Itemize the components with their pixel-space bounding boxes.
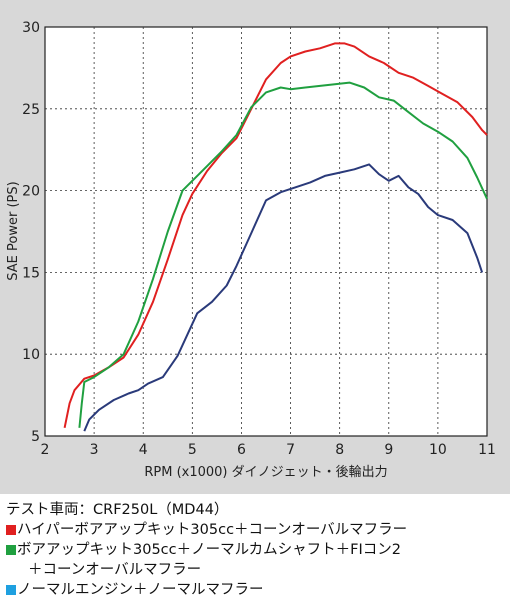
legend-item-green: ボアアップキット305cc＋ノーマルカムシャフト＋FIコン2	[6, 540, 506, 560]
y-tick-label: 20	[22, 184, 40, 200]
legend-item-blue: ノーマルエンジン＋ノーマルマフラー	[6, 580, 506, 600]
y-tick-label: 5	[31, 429, 40, 445]
tick-labels: 2 3 4 5 6 7 8 9 10 11 5 10 15 20 25 30	[22, 20, 496, 458]
x-tick-label: 7	[286, 442, 295, 458]
x-tick-label: 11	[478, 442, 496, 458]
y-axis-label: SAE Power (PS)	[6, 181, 21, 280]
blue-swatch	[6, 585, 16, 595]
red-swatch	[6, 525, 16, 535]
y-tick-label: 25	[22, 102, 40, 118]
legend-item-red: ハイパーボアアップキット305cc＋コーンオーバルマフラー	[6, 520, 506, 540]
legend-text: ノーマルエンジン＋ノーマルマフラー	[17, 582, 264, 598]
x-tick-label: 8	[335, 442, 344, 458]
x-tick-label: 2	[41, 442, 50, 458]
y-tick-label: 15	[22, 265, 40, 281]
plot-area	[44, 26, 488, 437]
x-tick-label: 5	[188, 442, 197, 458]
chart-panel: 2 3 4 5 6 7 8 9 10 11 5 10 15 20 25 30 RPM (x1000) ダイノジ…	[0, 0, 510, 494]
series-layer	[63, 42, 488, 432]
x-axis-label: RPM (x1000) ダイノジェット・後輪出力	[144, 464, 387, 480]
blue-series-line	[83, 163, 484, 432]
y-tick-label: 30	[22, 20, 40, 36]
legend-text: ボアアップキット305cc＋ノーマルカムシャフト＋FIコン2	[17, 542, 402, 558]
green-series-line	[78, 81, 488, 428]
x-tick-label: 9	[384, 442, 393, 458]
test-vehicle-label: テスト車両：CRF250L（MD44）	[6, 502, 229, 518]
x-tick-label: 10	[429, 442, 447, 458]
power-chart: 2 3 4 5 6 7 8 9 10 11 5 10 15 20 25 30 RPM (x1000) ダイノジ…	[6, 20, 496, 480]
red-series-line	[63, 42, 488, 428]
y-tick-label: 10	[22, 347, 40, 363]
caption-box: テスト車両：CRF250L（MD44） ハイパーボアアップキット305cc＋コー…	[6, 500, 506, 600]
green-swatch	[6, 545, 16, 555]
legend-text: ＋コーンオーバルマフラー	[28, 562, 202, 578]
legend-item-green-cont: ＋コーンオーバルマフラー	[6, 560, 506, 580]
x-tick-label: 6	[237, 442, 246, 458]
grid-lines	[45, 27, 487, 436]
x-tick-label: 4	[139, 442, 148, 458]
legend-text: ハイパーボアアップキット305cc＋コーンオーバルマフラー	[17, 522, 408, 538]
x-tick-label: 3	[90, 442, 99, 458]
